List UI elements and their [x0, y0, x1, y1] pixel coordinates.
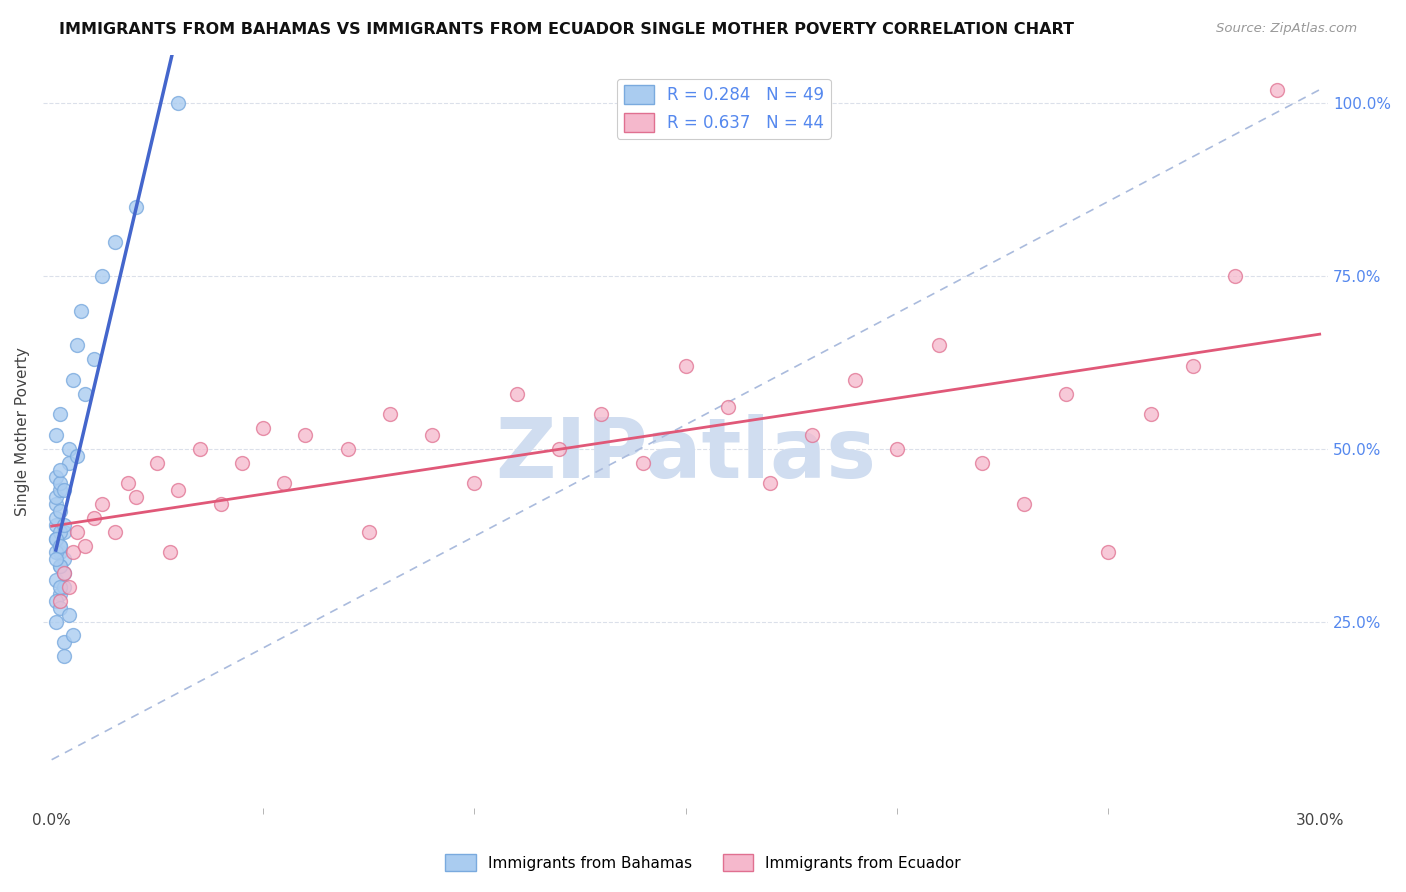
Point	[104, 524, 127, 539]
Point	[188, 442, 211, 456]
Point	[45, 573, 67, 587]
Point	[273, 476, 295, 491]
Point	[49, 559, 72, 574]
Point	[66, 449, 89, 463]
Point	[49, 600, 72, 615]
Point	[49, 504, 72, 518]
Point	[420, 428, 443, 442]
Point	[49, 580, 72, 594]
Point	[70, 303, 93, 318]
Point	[91, 269, 114, 284]
Point	[53, 524, 76, 539]
Point	[117, 476, 139, 491]
Point	[159, 545, 181, 559]
Point	[49, 483, 72, 498]
Point	[66, 524, 89, 539]
Point	[717, 401, 740, 415]
Point	[294, 428, 316, 442]
Point	[1181, 359, 1204, 373]
Point	[45, 532, 67, 546]
Point	[53, 483, 76, 498]
Point	[53, 517, 76, 532]
Point	[53, 635, 76, 649]
Point	[146, 456, 169, 470]
Point	[49, 539, 72, 553]
Point	[62, 545, 84, 559]
Point	[591, 408, 613, 422]
Point	[252, 421, 274, 435]
Point	[231, 456, 253, 470]
Point	[62, 373, 84, 387]
Point	[970, 456, 993, 470]
Point	[49, 545, 72, 559]
Point	[505, 386, 527, 401]
Point	[45, 615, 67, 629]
Point	[209, 497, 232, 511]
Point	[53, 649, 76, 664]
Point	[336, 442, 359, 456]
Point	[104, 235, 127, 249]
Point	[49, 524, 72, 539]
Legend: Immigrants from Bahamas, Immigrants from Ecuador: Immigrants from Bahamas, Immigrants from…	[439, 848, 967, 877]
Point	[45, 594, 67, 608]
Point	[1097, 545, 1119, 559]
Point	[463, 476, 485, 491]
Point	[1223, 269, 1246, 284]
Point	[58, 580, 80, 594]
Point	[45, 552, 67, 566]
Point	[45, 545, 67, 559]
Point	[1139, 408, 1161, 422]
Point	[49, 587, 72, 601]
Point	[1012, 497, 1035, 511]
Point	[49, 559, 72, 574]
Point	[45, 511, 67, 525]
Point	[378, 408, 401, 422]
Point	[45, 517, 67, 532]
Point	[53, 552, 76, 566]
Point	[928, 338, 950, 352]
Text: Source: ZipAtlas.com: Source: ZipAtlas.com	[1216, 22, 1357, 36]
Point	[167, 483, 190, 498]
Point	[45, 490, 67, 504]
Point	[167, 96, 190, 111]
Point	[801, 428, 824, 442]
Point	[58, 456, 80, 470]
Text: ZIPatlas: ZIPatlas	[495, 414, 876, 495]
Point	[759, 476, 782, 491]
Point	[357, 524, 380, 539]
Point	[53, 580, 76, 594]
Point	[53, 566, 76, 581]
Point	[45, 428, 67, 442]
Point	[45, 469, 67, 483]
Point	[49, 594, 72, 608]
Point	[49, 476, 72, 491]
Y-axis label: Single Mother Poverty: Single Mother Poverty	[15, 347, 30, 516]
Point	[91, 497, 114, 511]
Point	[53, 566, 76, 581]
Point	[49, 462, 72, 476]
Legend: R = 0.284   N = 49, R = 0.637   N = 44: R = 0.284 N = 49, R = 0.637 N = 44	[617, 78, 831, 138]
Point	[1054, 386, 1077, 401]
Point	[49, 539, 72, 553]
Point	[547, 442, 569, 456]
Point	[75, 386, 97, 401]
Point	[49, 408, 72, 422]
Point	[45, 497, 67, 511]
Point	[62, 628, 84, 642]
Point	[1267, 83, 1289, 97]
Point	[66, 338, 89, 352]
Point	[125, 200, 148, 214]
Point	[83, 352, 105, 367]
Point	[75, 539, 97, 553]
Point	[58, 442, 80, 456]
Point	[886, 442, 908, 456]
Point	[633, 456, 655, 470]
Point	[45, 532, 67, 546]
Point	[675, 359, 697, 373]
Point	[58, 607, 80, 622]
Text: IMMIGRANTS FROM BAHAMAS VS IMMIGRANTS FROM ECUADOR SINGLE MOTHER POVERTY CORRELA: IMMIGRANTS FROM BAHAMAS VS IMMIGRANTS FR…	[59, 22, 1074, 37]
Point	[83, 511, 105, 525]
Point	[844, 373, 866, 387]
Point	[125, 490, 148, 504]
